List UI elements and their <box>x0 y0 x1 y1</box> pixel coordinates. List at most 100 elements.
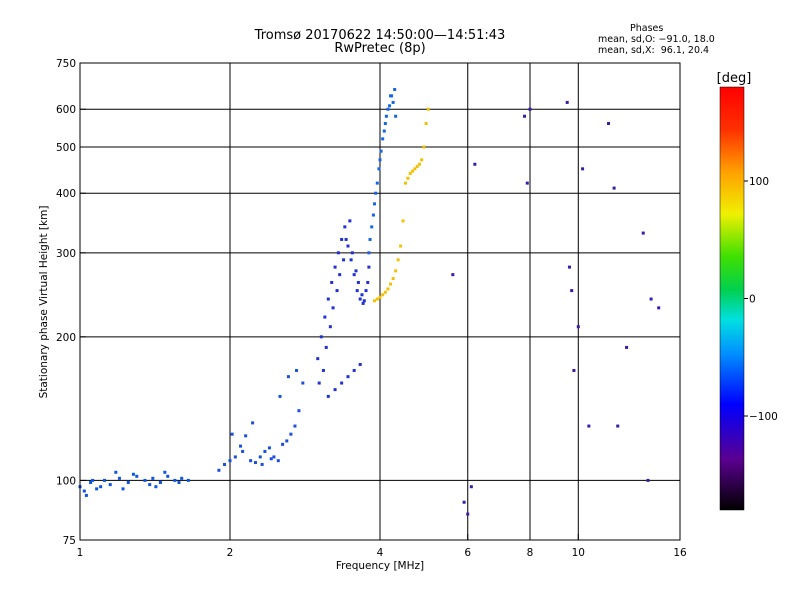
data-point <box>331 306 335 310</box>
data-point <box>386 107 390 111</box>
data-point <box>217 468 221 472</box>
data-point <box>278 394 282 398</box>
x-axis-label: Frequency [MHz] <box>336 560 424 572</box>
y-tick-label: 200 <box>56 332 76 344</box>
data-point <box>362 299 366 303</box>
data-point <box>177 480 181 484</box>
x-tick-label: 1 <box>77 547 84 559</box>
data-point <box>230 432 234 436</box>
data-point <box>121 487 125 491</box>
data-point <box>646 478 650 482</box>
data-point <box>384 114 388 118</box>
y-tick-label: 300 <box>56 248 76 260</box>
data-point <box>95 487 99 491</box>
colorbar-tick-label: 0 <box>749 294 756 306</box>
data-point <box>415 165 419 169</box>
data-point <box>317 381 321 385</box>
data-point <box>401 219 405 223</box>
data-point <box>321 368 325 372</box>
data-point <box>340 381 344 385</box>
data-point <box>344 237 348 241</box>
data-point <box>326 297 330 301</box>
data-point <box>269 457 273 461</box>
data-point <box>607 122 611 126</box>
data-point <box>173 478 177 482</box>
data-point <box>328 325 332 329</box>
data-point <box>355 289 359 293</box>
data-point <box>297 409 301 413</box>
data-point <box>374 191 378 195</box>
data-point <box>293 424 297 428</box>
data-point <box>612 186 616 190</box>
x-tick-label: 2 <box>227 547 234 559</box>
x-tick-label: 16 <box>673 547 687 559</box>
data-point <box>223 462 227 466</box>
data-point <box>528 107 532 111</box>
data-point <box>158 480 162 484</box>
data-point <box>408 171 412 175</box>
y-axis-label: Stationary phase Virtual Height [km] <box>38 206 50 399</box>
chart-subtitle: RwPretec (8p) <box>334 41 426 56</box>
data-point <box>343 225 347 229</box>
data-point <box>103 478 107 482</box>
data-point <box>180 476 184 480</box>
data-point <box>375 297 379 301</box>
data-point <box>567 265 571 269</box>
data-point <box>381 137 385 141</box>
x-tick-label: 6 <box>464 547 471 559</box>
data-point <box>99 485 103 489</box>
data-point <box>356 280 360 284</box>
data-point <box>383 122 387 126</box>
data-point <box>289 432 293 436</box>
data-point <box>393 87 397 91</box>
data-point <box>378 158 382 162</box>
colorbar <box>719 86 745 511</box>
data-point <box>378 295 382 299</box>
colorbar-tick-label: −100 <box>749 411 778 423</box>
chart-title: Tromsø 20170622 14:50:00—14:51:43 <box>254 28 506 43</box>
data-point <box>276 459 280 463</box>
data-point <box>375 181 379 185</box>
data-point <box>272 455 276 459</box>
data-point <box>383 290 387 294</box>
data-point <box>420 158 424 162</box>
data-point <box>82 489 86 493</box>
data-point <box>417 162 421 166</box>
data-point <box>565 100 569 104</box>
data-point <box>154 485 158 489</box>
data-point <box>523 114 527 118</box>
phase-stats-o-mode: mean, sd,O: −91.0, 18.0 <box>598 34 715 45</box>
data-point <box>391 277 395 281</box>
data-point <box>352 368 356 372</box>
data-point <box>473 162 477 166</box>
data-point <box>340 237 344 241</box>
data-point <box>390 94 394 98</box>
data-point <box>354 269 358 273</box>
data-point <box>587 424 591 428</box>
x-tick-label: 4 <box>377 547 384 559</box>
data-point <box>143 478 147 482</box>
data-point <box>394 114 398 118</box>
data-point <box>576 325 580 329</box>
data-point <box>424 122 428 126</box>
data-point <box>163 470 167 474</box>
data-point <box>263 449 267 453</box>
data-point <box>373 299 377 303</box>
data-point <box>373 202 377 206</box>
colorbar-tick-label: 100 <box>749 176 769 188</box>
data-point <box>462 500 466 504</box>
data-point <box>426 107 430 111</box>
data-point <box>381 293 385 297</box>
data-point <box>285 439 289 443</box>
data-point <box>570 289 574 293</box>
x-tick-label: 8 <box>527 547 534 559</box>
data-point <box>324 345 328 349</box>
data-point <box>281 442 285 446</box>
data-point <box>233 455 237 459</box>
y-tick-label: 400 <box>56 188 76 200</box>
data-point <box>186 478 190 482</box>
data-point <box>657 306 661 310</box>
data-point <box>131 472 135 476</box>
data-point <box>358 362 362 366</box>
data-point <box>319 335 323 339</box>
